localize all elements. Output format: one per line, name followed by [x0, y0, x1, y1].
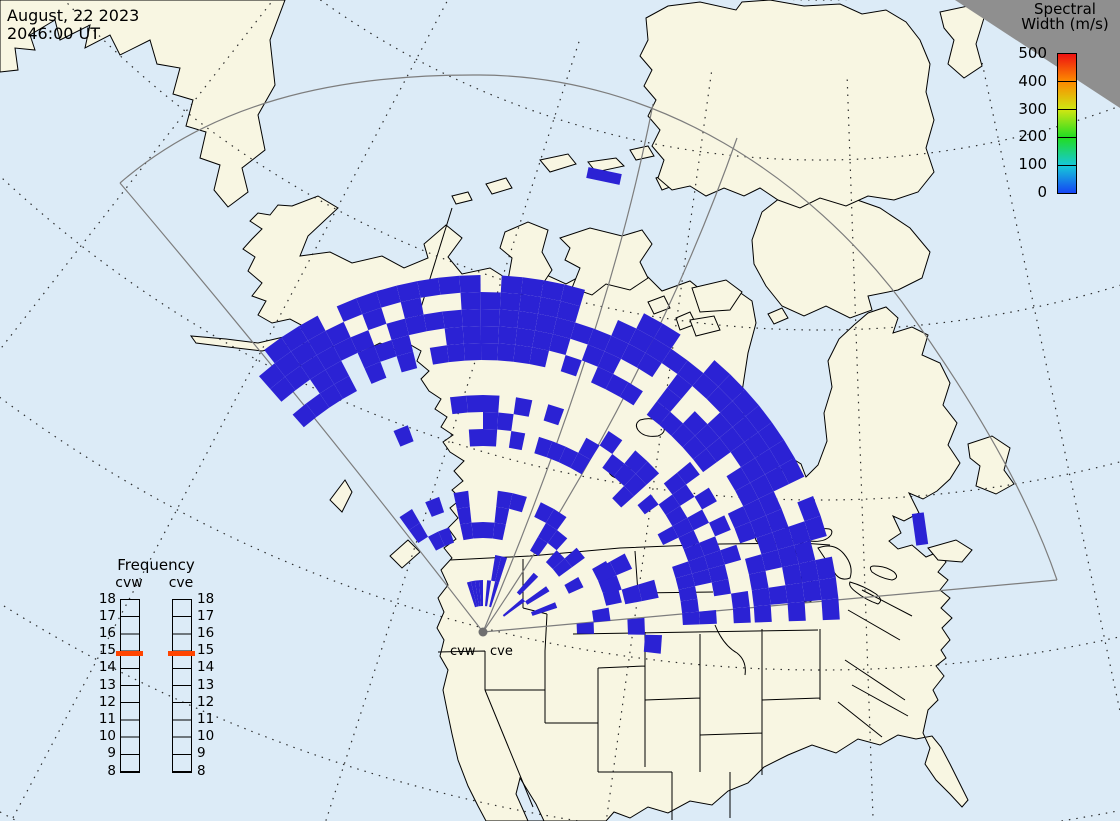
frequency-scale-box-cve [172, 599, 192, 773]
colorbar-tick-label: 300 [1018, 99, 1047, 118]
island-southampton [691, 279, 743, 313]
fov-outer-arc [119, 74, 1058, 581]
frequency-marker-cve [168, 651, 195, 657]
frequency-scale-label: 12 [197, 693, 215, 710]
frequency-marker-cvw [116, 651, 143, 657]
frequency-scale-box-cvw [120, 599, 140, 773]
frequency-scale-label: 17 [98, 607, 116, 624]
frequency-scale-label: 13 [98, 676, 116, 693]
colorbar-tick-label: 500 [1018, 44, 1047, 62]
state-borders-east [837, 589, 913, 738]
frequency-scale-label: 16 [98, 624, 116, 641]
island-small-2 [485, 177, 513, 195]
colorbar-segment-4 [1058, 165, 1076, 193]
island-victoria [559, 227, 653, 296]
frequency-scale-label: 15 [98, 642, 116, 659]
island-coats [689, 315, 721, 337]
island-haida-gwaii [329, 479, 353, 513]
frequency-scale-label: 12 [98, 693, 116, 710]
frequency-column-label-cvw: cvw [115, 575, 143, 591]
colorbar-segment-3 [1058, 137, 1076, 165]
radar-site-dot [478, 627, 488, 637]
island-newfoundland [967, 435, 1015, 495]
frequency-scale-label: 16 [197, 624, 215, 641]
frequency-scale-label: 18 [197, 590, 215, 607]
frequency-scale-label: 18 [98, 590, 116, 607]
frequency-scale-label: 9 [107, 745, 116, 762]
frequency-scale-label: 8 [197, 762, 206, 779]
date-line: August, 22 2023 [7, 6, 140, 25]
timestamp-block: August, 22 2023 2046:00 UT [7, 7, 139, 43]
colorbar-tick-label: 400 [1018, 71, 1047, 90]
frequency-scale-label: 14 [197, 659, 215, 676]
colorbar [1057, 53, 1077, 194]
map-label-cvw: cvw [450, 644, 476, 659]
frequency-scale-label: 9 [197, 745, 206, 762]
colorbar-tick-label: 200 [1018, 127, 1047, 146]
frequency-scale-label: 10 [98, 728, 116, 745]
colorbar-title-line2: Width (m/s) [1021, 15, 1109, 33]
frequency-scale-label: 10 [197, 728, 215, 745]
frequency-legend-title: Frequency [117, 556, 195, 574]
island-small-5 [629, 145, 655, 161]
island-nova-scotia [927, 539, 973, 563]
landmass-siberia [0, 0, 286, 208]
colorbar-tick-label: 100 [1018, 155, 1047, 174]
map-label-cve: cve [490, 644, 513, 659]
corner-triangle [955, 0, 1120, 108]
frequency-column-label-cve: cve [168, 575, 194, 591]
island-small-1 [539, 153, 577, 173]
lake-ontario [869, 565, 898, 581]
fov-left-edge [119, 182, 484, 633]
echo-cell [911, 512, 929, 546]
radar-echo-cells [259, 167, 929, 654]
frequency-scale-label: 15 [197, 642, 215, 659]
colorbar-segment-0 [1058, 54, 1076, 81]
echo-cell [586, 167, 622, 185]
colorbar-title: Spectral Width (m/s) [1012, 2, 1118, 32]
frequency-scale-label: 14 [98, 659, 116, 676]
lake-erie [849, 581, 882, 605]
frequency-scale-label: 8 [107, 762, 116, 779]
frequency-legend: Frequency cvw cve 18 18 17 17 16 16 15 15 14 14 13… [80, 556, 245, 791]
colorbar-title-line1: Spectral [1034, 0, 1096, 18]
land-polygons [0, 0, 1015, 821]
island-small-3 [451, 191, 473, 205]
frequency-scale-label: 11 [98, 710, 116, 727]
colorbar-segment-1 [1058, 81, 1076, 109]
colorbar-tick-labels: 500 400 300 200 100 0 [985, 0, 1047, 210]
frequency-scale-label: 13 [197, 676, 215, 693]
island-ellesmere-greenland [639, 0, 935, 209]
frequency-scale-label: 11 [197, 710, 215, 727]
island-king-william [647, 295, 671, 315]
frequency-scale-label: 17 [197, 607, 215, 624]
colorbar-tick-label: 0 [1037, 183, 1047, 201]
colorbar-segment-2 [1058, 109, 1076, 137]
island-hudson-mouth [767, 307, 789, 325]
island-vancouver [389, 539, 421, 569]
time-line: 2046:00 UT [7, 24, 101, 43]
